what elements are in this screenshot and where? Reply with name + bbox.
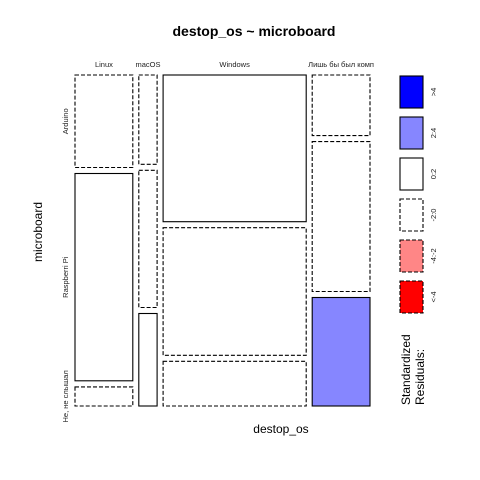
legend: >4 2:4 0:2 -2:0 -4:-2 <-4 <box>399 75 438 314</box>
legend-label-4: -2:0 <box>429 209 438 222</box>
tile-лишь-бы-был-комп-не-не-слышал <box>311 296 371 407</box>
column-label-linux: Linux <box>95 60 113 69</box>
legend-label-5: -4:-2 <box>429 248 438 263</box>
row-label-raspberri-pi: Raspberri Pi <box>61 256 70 298</box>
legend-label-1: >4 <box>429 88 438 97</box>
legend-swatch-3 <box>399 157 424 191</box>
legend-swatch-5 <box>399 239 424 273</box>
tile-linux-raspberri-pi <box>74 172 134 382</box>
legend-title-line-1: Standardized <box>399 334 413 405</box>
tile-macos-raspberri-pi <box>138 169 158 309</box>
tile-windows-arduino <box>162 74 307 223</box>
y-axis-label: microboard <box>31 202 45 262</box>
legend-label-6: <-4 <box>429 291 438 302</box>
column-label-лишь-бы-был-комп: Лишь бы был комп <box>308 60 374 69</box>
tile-linux-arduino <box>74 74 134 169</box>
legend-title-line-2: Residuals: <box>413 349 427 405</box>
tile-лишь-бы-был-комп-raspberri-pi <box>311 141 371 293</box>
legend-swatch-4 <box>399 198 424 232</box>
tile-macos-не-не-слышал <box>138 312 158 407</box>
chart-title: destop_os ~ microboard <box>173 23 336 39</box>
row-labels: Arduino Raspberri Pi Не, не слышал <box>61 108 70 422</box>
legend-swatch-2 <box>399 116 424 150</box>
legend-swatch-6 <box>399 280 424 314</box>
legend-swatch-1 <box>399 75 424 109</box>
legend-label-2: 2:4 <box>429 128 438 138</box>
x-axis-label: destop_os <box>253 422 308 436</box>
tile-macos-arduino <box>138 74 158 165</box>
tile-windows-raspberri-pi <box>162 227 307 356</box>
column-label-macos: macOS <box>135 60 160 69</box>
row-label-arduino: Arduino <box>61 108 70 134</box>
row-label-не-не-слышал: Не, не слышал <box>61 370 70 422</box>
tile-windows-не-не-слышал <box>162 360 307 407</box>
legend-label-3: 0:2 <box>429 169 438 179</box>
tile-linux-не-не-слышал <box>74 386 134 407</box>
column-labels: Linux macOS Windows Лишь бы был комп <box>95 60 374 69</box>
tile-лишь-бы-был-комп-arduino <box>311 74 371 137</box>
column-label-windows: Windows <box>219 60 250 69</box>
mosaic-tiles <box>74 74 371 407</box>
